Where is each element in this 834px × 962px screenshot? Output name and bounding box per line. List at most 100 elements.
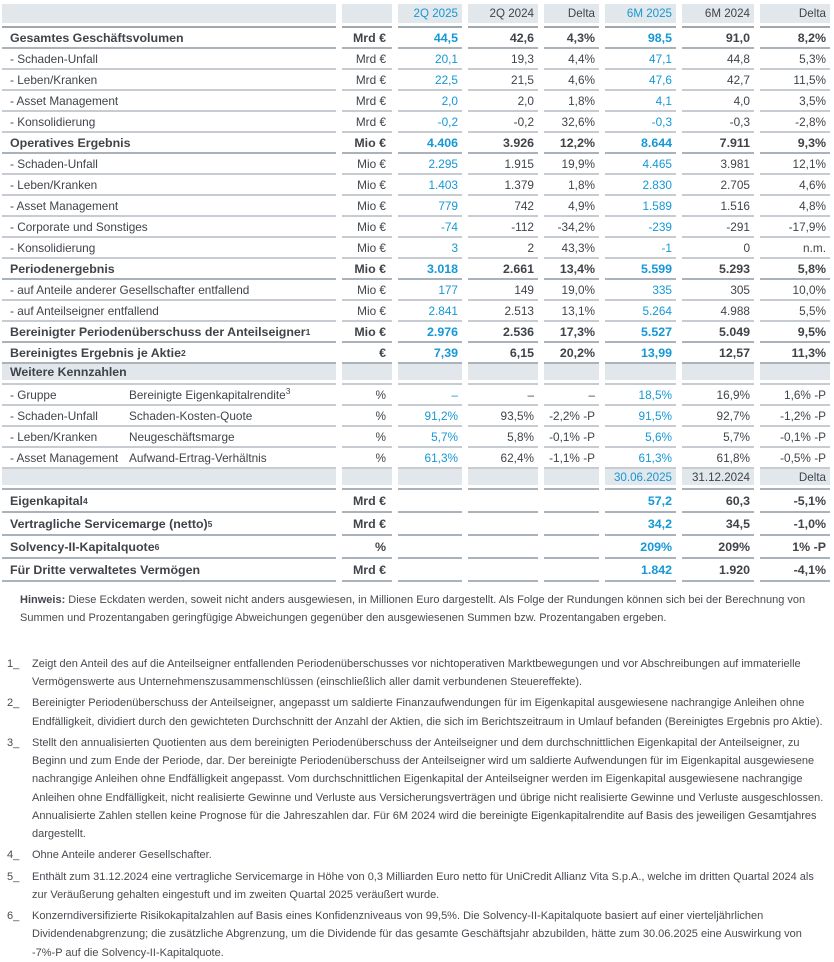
row-unit: Mrd € [342, 28, 392, 49]
value-cell [468, 469, 538, 490]
table-row: - Schaden-Unfall Mrd € 20,1 19,3 4,4% 47,1 44,… [2, 49, 832, 70]
row-label: - auf Anteilseigner entfallend [2, 301, 336, 322]
period-header-label: 2Q 2024 [468, 4, 538, 23]
value-cell: -4,1% [760, 559, 830, 582]
value-cell: 2.976 [398, 322, 462, 343]
period-header-cell: Delta [760, 4, 830, 28]
row-label: - Asset Management [2, 91, 336, 112]
value-fill [605, 364, 676, 380]
value-cell: 177 [398, 280, 462, 301]
table-row: - Asset Management Mrd € 2,0 2,0 1,8% 4,1 4,0 3… [2, 91, 832, 112]
table-row: - Schaden-Unfall Mio € 2.295 1.915 19,9% 4.46… [2, 154, 832, 175]
value-cell: 5.293 [682, 259, 754, 280]
value-cell: -2,2% -P [544, 406, 599, 427]
value-cell [682, 364, 754, 385]
row-unit: Mrd € [342, 112, 392, 133]
row-label: - Schaden-Unfall [2, 49, 336, 70]
footnote: 6_ Konzerndiversifizierte Risikokapitalza… [7, 907, 828, 962]
row-label: Weitere Kennzahlen [2, 364, 336, 385]
value-cell: 149 [468, 280, 538, 301]
value-cell: 12,57 [682, 343, 754, 364]
value-cell: 61,3% [398, 448, 462, 469]
row-unit: Mio € [342, 238, 392, 259]
table-row: - Corporate und Sonstiges Mio € -74 -112 -34… [2, 217, 832, 238]
value-cell: 4,0 [682, 91, 754, 112]
value-cell: 3.981 [682, 154, 754, 175]
footnote-text: Zeigt den Anteil des auf die Anteilseign… [32, 657, 801, 689]
row-label: Bereinigter Periodenüberschuss der Antei… [2, 322, 336, 343]
footnote-text: Stellt den annualisierten Quotienten aus… [32, 736, 824, 841]
value-cell: 1% -P [760, 536, 830, 559]
value-cell: 7,39 [398, 343, 462, 364]
value-fill [468, 364, 538, 380]
row-unit: Mio € [342, 259, 392, 280]
value-cell: 209% [605, 536, 676, 559]
note-label: Hinweis: [20, 594, 66, 606]
value-cell: 2.841 [398, 301, 462, 322]
value-cell: 12,1% [760, 154, 830, 175]
table-row: Gesamtes Geschäftsvolumen Mrd € 44,5 42,6 4,… [2, 28, 832, 49]
row-label: - Schaden-Unfall Schaden-Kosten-Quote [2, 406, 336, 427]
value-cell: 34,5 [682, 513, 754, 536]
value-cell: 31.12.2024 [682, 469, 754, 490]
value-cell: 742 [468, 196, 538, 217]
value-cell: 6,15 [468, 343, 538, 364]
footnote-marker: 2_ [7, 697, 20, 710]
value-cell: 5.599 [605, 259, 676, 280]
row-unit: % [342, 448, 392, 469]
value-cell: -291 [682, 217, 754, 238]
value-cell: – [468, 385, 538, 406]
value-cell: 2.295 [398, 154, 462, 175]
row-unit: % [342, 536, 392, 559]
value-cell: 4.465 [605, 154, 676, 175]
value-cell: -74 [398, 217, 462, 238]
value-fill [760, 364, 830, 380]
period-header-cell: Delta [544, 4, 599, 28]
value-cell: 34,2 [605, 513, 676, 536]
value-cell: 305 [682, 280, 754, 301]
row-label: Eigenkapital 4 [2, 490, 336, 513]
period-header-label: 6M 2024 [682, 4, 754, 23]
row-unit: Mrd € [342, 513, 392, 536]
value-cell: -0,3 [682, 112, 754, 133]
row-unit: Mio € [342, 301, 392, 322]
section-row: Weitere Kennzahlen [2, 364, 832, 385]
table-row: Eigenkapital 4 Mrd € 57,2 60,3 -5,1% [2, 490, 832, 513]
value-cell: 17,3% [544, 322, 599, 343]
value-cell: 9,5% [760, 322, 830, 343]
value-cell: -0,2 [398, 112, 462, 133]
value-cell: 2.536 [468, 322, 538, 343]
table-row: - Gruppe Bereinigte Eigenkapitalrendite3%… [2, 385, 832, 406]
row-label: - Leben/Kranken Neugeschäftsmarge [2, 427, 336, 448]
value-cell: 3,5% [760, 91, 830, 112]
row-unit: Mrd € [342, 559, 392, 582]
value-fill: Delta [760, 469, 830, 485]
table-row: Operatives Ergebnis Mio € 4.406 3.926 12,2% 8… [2, 133, 832, 154]
footnote-text: Bereinigter Periodenüberschuss der Antei… [32, 697, 823, 728]
value-cell [760, 364, 830, 385]
footnote-marker: 5_ [7, 870, 20, 883]
value-cell: 30.06.2025 [605, 469, 676, 490]
period-header-label: 2Q 2025 [398, 4, 462, 23]
value-cell: 5,3% [760, 49, 830, 70]
value-cell: 44,5 [398, 28, 462, 49]
value-cell [544, 536, 599, 559]
value-cell: 4,1 [605, 91, 676, 112]
header-spacer [342, 4, 392, 23]
value-cell: 5.049 [682, 322, 754, 343]
row-unit: Mrd € [342, 91, 392, 112]
row-unit: Mio € [342, 322, 392, 343]
value-cell: 93,5% [468, 406, 538, 427]
period-header-label: Delta [544, 4, 599, 23]
footnotes: 1_ Zeigt den Anteil des auf die Anteilsei… [7, 655, 828, 962]
row-label: Operatives Ergebnis [2, 133, 336, 154]
value-fill [682, 364, 754, 380]
value-cell: 5.264 [605, 301, 676, 322]
value-cell: 779 [398, 196, 462, 217]
value-cell [468, 513, 538, 536]
value-cell [398, 490, 462, 513]
row-label: - Konsolidierung [2, 112, 336, 133]
row-label: Periodenergebnis [2, 259, 336, 280]
value-cell: 0 [682, 238, 754, 259]
